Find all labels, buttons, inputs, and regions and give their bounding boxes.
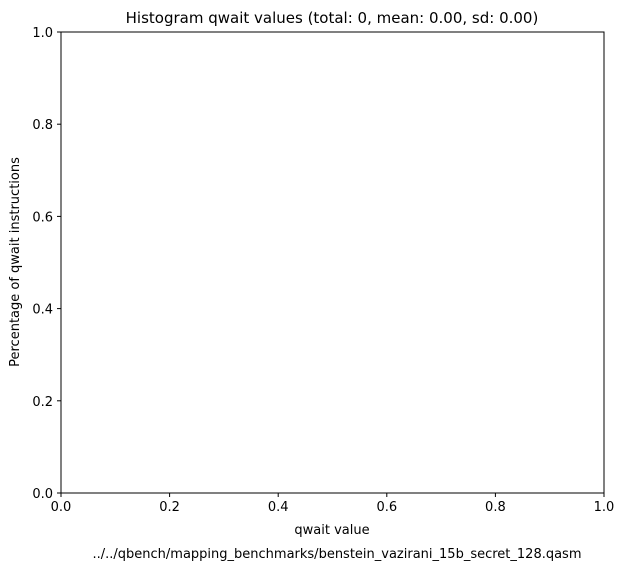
x-tick-label: 0.4 <box>268 500 289 515</box>
y-axis-label: Percentage of qwait instructions <box>8 157 23 367</box>
y-tick-label: 0.6 <box>32 210 53 225</box>
x-axis-label: qwait value <box>294 523 369 538</box>
file-caption: ../../qbench/mapping_benchmarks/benstein… <box>93 547 582 562</box>
y-axis-ticks: 0.0 0.2 0.4 0.6 0.8 1.0 <box>32 26 61 502</box>
x-tick-label: 0.8 <box>485 500 506 515</box>
y-tick-label: 0.0 <box>32 487 53 502</box>
x-tick-label: 0.0 <box>51 500 72 515</box>
y-tick-label: 0.2 <box>32 395 53 410</box>
chart-title: Histogram qwait values (total: 0, mean: … <box>126 9 539 27</box>
y-tick-label: 0.4 <box>32 303 53 318</box>
plot-area <box>60 31 605 494</box>
y-tick-label: 1.0 <box>32 26 53 41</box>
y-tick-label: 0.8 <box>32 118 53 133</box>
x-axis-ticks: 0.0 0.2 0.4 0.6 0.8 1.0 <box>51 493 615 515</box>
x-tick-label: 0.6 <box>376 500 397 515</box>
x-tick-label: 1.0 <box>594 500 615 515</box>
x-tick-label: 0.2 <box>159 500 180 515</box>
